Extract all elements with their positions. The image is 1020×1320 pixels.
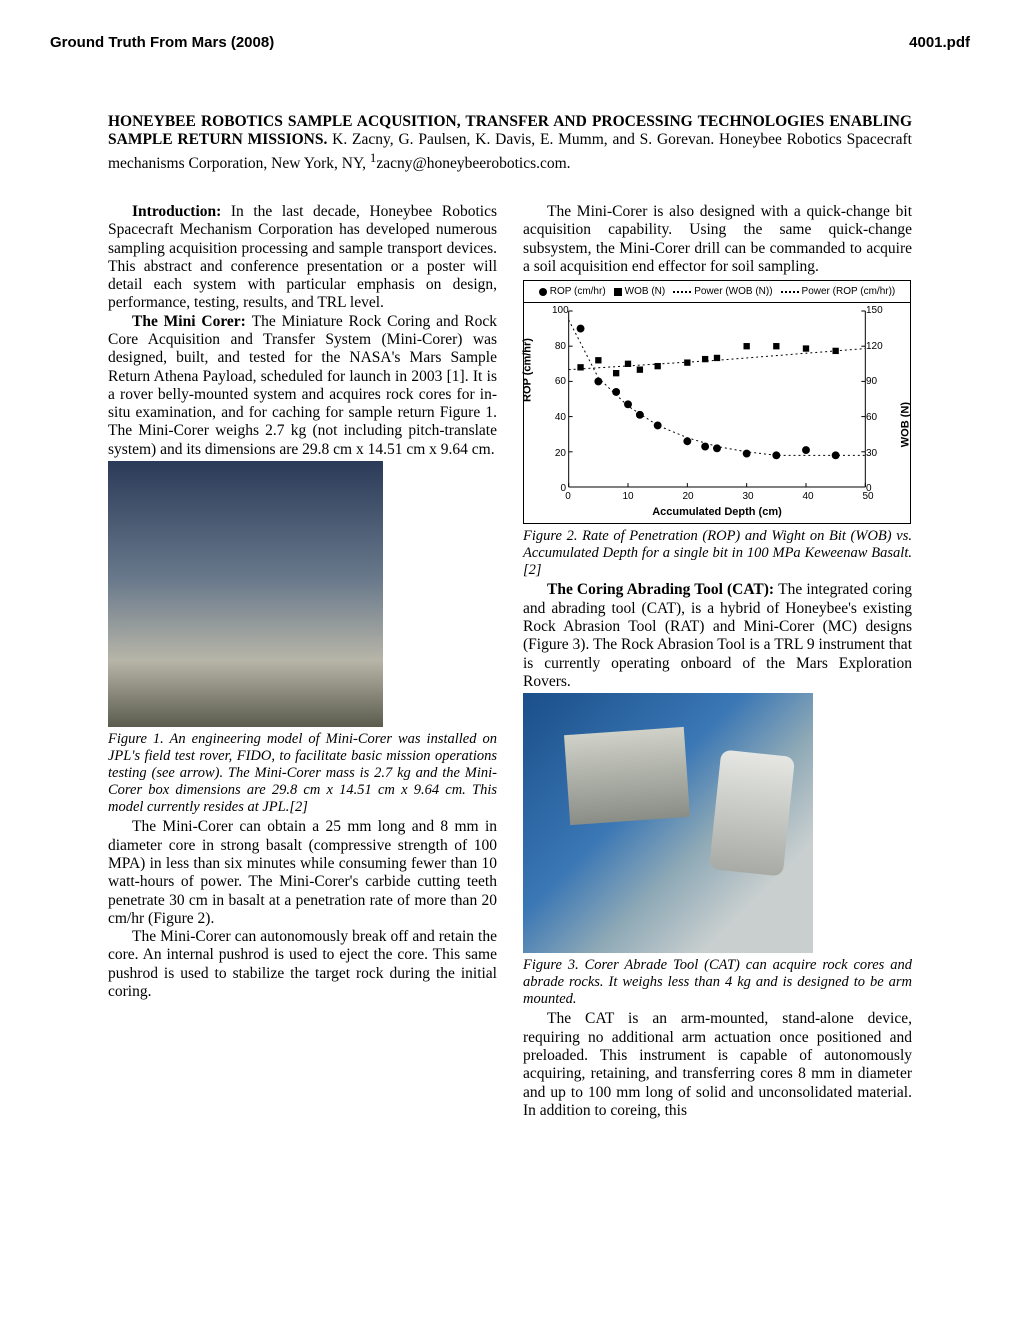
y-right-tick: 150: [866, 305, 884, 317]
figure-3-caption: Figure 3. Corer Abrade Tool (CAT) can ac…: [523, 957, 912, 1008]
y-right-tick: 30: [866, 448, 884, 460]
figure-1-caption: Figure 1. An engineering model of Mini-C…: [108, 731, 497, 817]
x-tick: 10: [622, 491, 633, 503]
legend-wob: WOB (N): [625, 286, 666, 298]
legend-marker-square-icon: [614, 288, 622, 296]
y-left-tick: 60: [552, 376, 566, 388]
header-left: Ground Truth From Mars (2008): [50, 34, 274, 51]
y-left-tick: 0: [552, 483, 566, 495]
x-tick: 50: [862, 491, 873, 503]
legend-rop: ROP (cm/hr): [550, 286, 606, 298]
y-right-tick: 120: [866, 341, 884, 353]
cat-heading: The Coring Abrading Tool (CAT):: [547, 581, 778, 598]
figure-3-image: [523, 693, 813, 953]
y-left-tick: 100: [552, 305, 566, 317]
x-tick: 20: [682, 491, 693, 503]
mini-corer-para: The Mini Corer: The Miniature Rock Corin…: [108, 313, 497, 459]
legend-dots-icon: [781, 291, 799, 293]
figure-2-caption: Figure 2. Rate of Penetration (ROP) and …: [523, 528, 912, 579]
y-left-tick: 20: [552, 448, 566, 460]
mini-corer-text: The Miniature Rock Coring and Rock Core …: [108, 313, 497, 458]
figure-1-image: [108, 461, 383, 727]
mc-auto-para: The Mini-Corer can autonomously break of…: [108, 928, 497, 1001]
legend-power-wob: Power (WOB (N)): [694, 286, 772, 298]
y-left-axis-label: ROP (cm/hr): [522, 338, 535, 402]
y-left-tick: 80: [552, 341, 566, 353]
legend-dots-icon: [673, 291, 691, 293]
right-column: The Mini-Corer is also designed with a q…: [523, 203, 912, 1120]
legend-marker-circle-icon: [539, 288, 547, 296]
author-email: zacny@honeybeerobotics.com.: [376, 155, 570, 172]
figure-2-chart: ROP (cm/hr) WOB (N) Power (WOB (N)) Powe…: [523, 280, 911, 524]
page-header: Ground Truth From Mars (2008) 4001.pdf: [50, 34, 970, 51]
x-tick: 40: [802, 491, 813, 503]
x-tick: 30: [742, 491, 753, 503]
cat-desc-para: The CAT is an arm-mounted, stand-alone d…: [523, 1010, 912, 1120]
figure-2-legend: ROP (cm/hr) WOB (N) Power (WOB (N)) Powe…: [524, 281, 910, 303]
intro-para: Introduction: In the last decade, Honeyb…: [108, 203, 497, 313]
y-left-tick: 40: [552, 412, 566, 424]
y-right-tick: 60: [866, 412, 884, 424]
mini-corer-heading: The Mini Corer:: [132, 313, 252, 330]
legend-power-rop: Power (ROP (cm/hr)): [802, 286, 896, 298]
y-right-tick: 90: [866, 376, 884, 388]
cat-para: The Coring Abrading Tool (CAT): The inte…: [523, 581, 912, 691]
two-column-layout: Introduction: In the last decade, Honeyb…: [108, 203, 912, 1120]
mc-perf-para: The Mini-Corer can obtain a 25 mm long a…: [108, 818, 497, 928]
x-tick: 0: [565, 491, 571, 503]
intro-heading: Introduction:: [132, 203, 231, 220]
figure-2-plot-area: [568, 311, 866, 487]
left-column: Introduction: In the last decade, Honeyb…: [108, 203, 497, 1120]
y-right-axis-label: WOB (N): [900, 402, 913, 447]
x-axis-label: Accumulated Depth (cm): [524, 506, 910, 519]
header-right: 4001.pdf: [909, 34, 970, 51]
title-block: HONEYBEE ROBOTICS SAMPLE ACQUSITION, TRA…: [108, 113, 912, 173]
mc-quickchange-para: The Mini-Corer is also designed with a q…: [523, 203, 912, 276]
